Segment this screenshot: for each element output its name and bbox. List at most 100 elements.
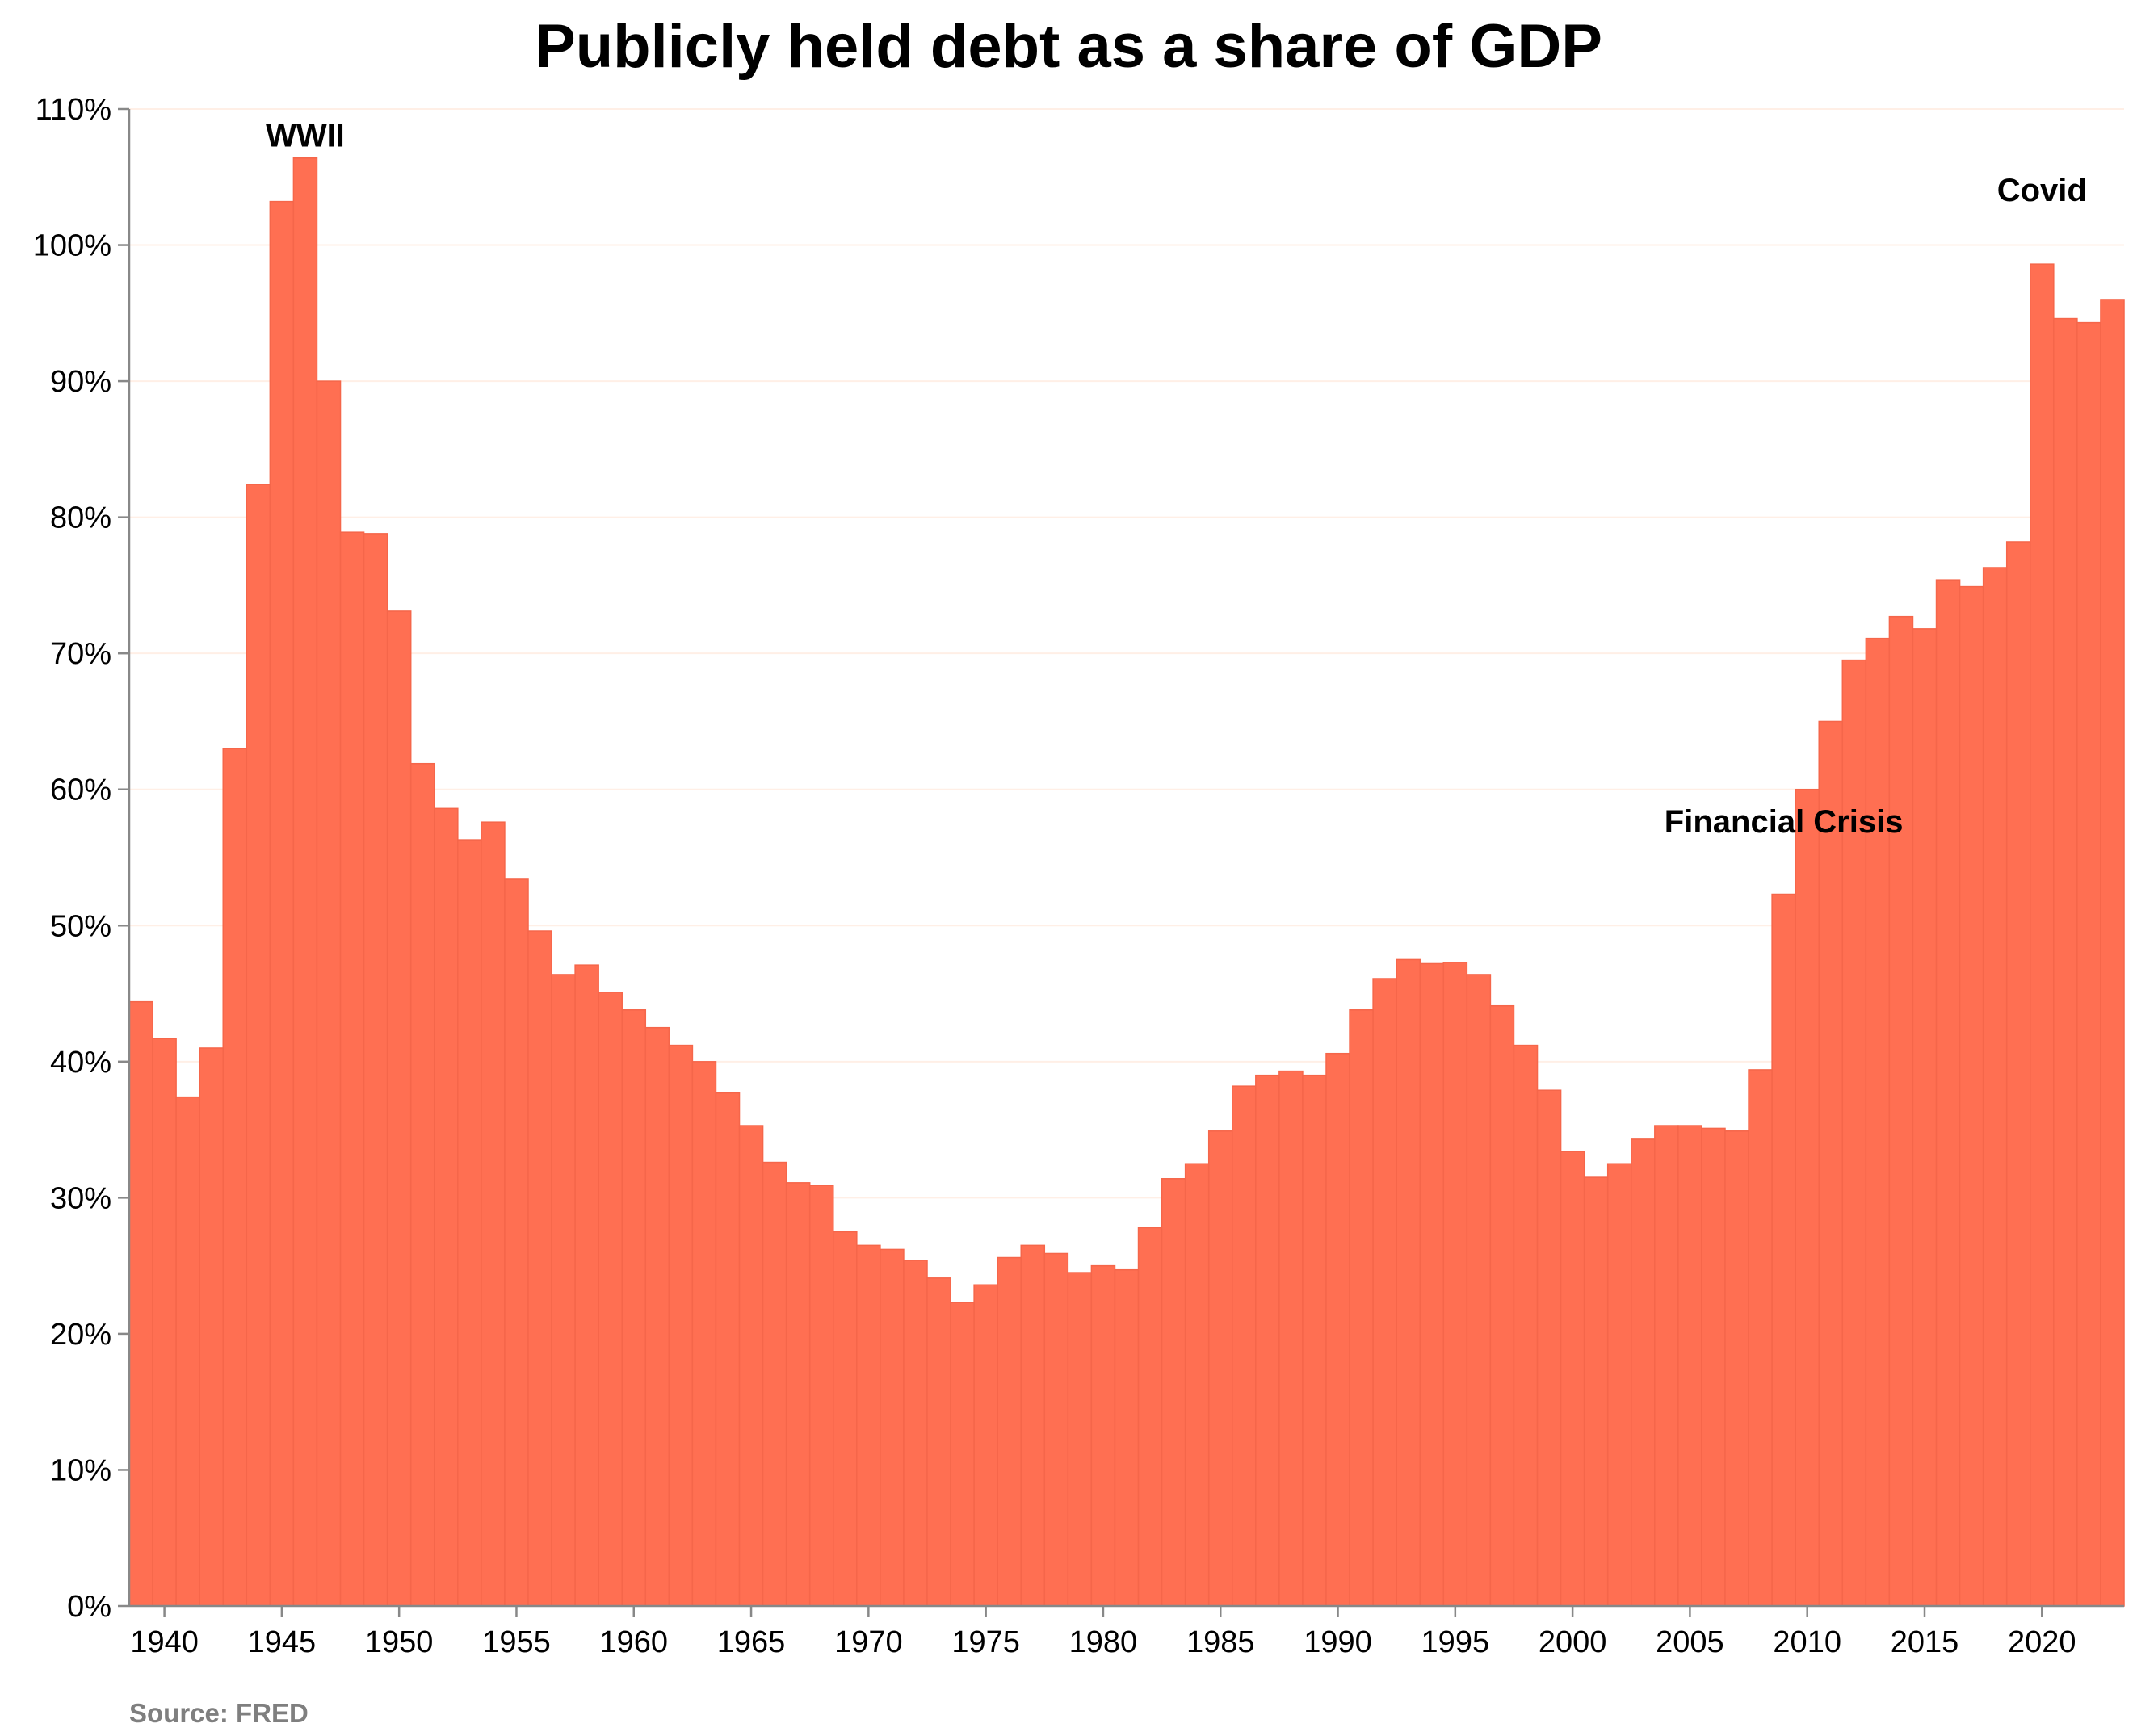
x-tick-label: 1965 <box>717 1625 786 1659</box>
bar-1960 <box>621 1009 647 1607</box>
bar-1997 <box>1489 1004 1515 1607</box>
x-tick-label: 1945 <box>248 1625 317 1659</box>
bar-1956 <box>527 930 552 1607</box>
bar-1957 <box>551 974 576 1607</box>
bar-1947 <box>316 380 342 1607</box>
bar-1993 <box>1396 958 1421 1607</box>
x-tick-label: 1940 <box>130 1625 199 1659</box>
bar-1982 <box>1137 1227 1163 1607</box>
bar-1940 <box>152 1038 177 1607</box>
bar-1961 <box>644 1026 670 1607</box>
bar-1988 <box>1278 1070 1304 1607</box>
bar-1972 <box>903 1260 928 1607</box>
bar-1984 <box>1184 1163 1210 1607</box>
annotation-covid: Covid <box>1997 173 2087 208</box>
bar-2022 <box>2076 321 2101 1607</box>
bar-1944 <box>246 484 271 1607</box>
x-tick-label: 1995 <box>1421 1625 1490 1659</box>
x-tick-label: 2015 <box>1891 1625 1959 1659</box>
y-tick-label: 80% <box>50 501 111 535</box>
x-tick-label: 1970 <box>834 1625 903 1659</box>
bar-2000 <box>1560 1151 1585 1607</box>
bar-2014 <box>1888 615 1914 1607</box>
bar-1970 <box>856 1244 881 1607</box>
bar-1967 <box>785 1182 811 1607</box>
y-tick-label: 60% <box>50 774 111 807</box>
bar-2013 <box>1865 637 1891 1607</box>
x-tick-label: 2020 <box>2008 1625 2076 1659</box>
bar-1954 <box>481 821 506 1607</box>
bar-1983 <box>1161 1178 1186 1607</box>
bar-1994 <box>1419 962 1445 1607</box>
bar-1979 <box>1067 1272 1093 1607</box>
bar-1978 <box>1043 1252 1069 1607</box>
x-tick-label: 2000 <box>1539 1625 1607 1659</box>
bar-2019 <box>2005 541 2031 1607</box>
y-tick-label: 30% <box>50 1181 111 1215</box>
bar-1999 <box>1536 1089 1562 1607</box>
bar-2018 <box>1982 567 2008 1607</box>
bar-2023 <box>2100 299 2125 1607</box>
bar-1975 <box>973 1284 998 1607</box>
bar-1959 <box>598 992 623 1607</box>
bar-2010 <box>1795 788 1820 1607</box>
bar-1942 <box>199 1047 224 1607</box>
bar-1991 <box>1349 1009 1374 1607</box>
bar-2005 <box>1677 1125 1702 1607</box>
bar-1998 <box>1513 1044 1539 1607</box>
bar-1943 <box>222 748 248 1607</box>
bar-1996 <box>1466 974 1492 1607</box>
bar-1964 <box>715 1092 741 1607</box>
bar-1986 <box>1232 1085 1257 1607</box>
bar-2011 <box>1818 720 1844 1607</box>
bar-1946 <box>292 157 318 1607</box>
bar-1948 <box>339 531 365 1607</box>
y-tick-label: 0% <box>67 1590 111 1624</box>
annotation-wwii: WWII <box>266 119 345 154</box>
y-tick-label: 20% <box>50 1318 111 1352</box>
bar-2008 <box>1748 1069 1773 1607</box>
x-tick-label: 1975 <box>951 1625 1020 1659</box>
x-tick-label: 1985 <box>1186 1625 1255 1659</box>
bar-1939 <box>128 1000 153 1607</box>
bar-2009 <box>1771 893 1796 1607</box>
bar-1974 <box>950 1302 975 1607</box>
bars <box>128 157 2125 1607</box>
bar-1965 <box>738 1125 764 1607</box>
bar-2021 <box>2053 317 2078 1607</box>
bar-1952 <box>434 807 459 1607</box>
bar-1990 <box>1325 1052 1350 1607</box>
bar-1977 <box>1020 1244 1046 1607</box>
bar-1951 <box>409 762 435 1607</box>
annotations: WWII Financial Crisis Covid <box>266 119 2087 840</box>
y-tick-label: 100% <box>33 229 111 263</box>
y-tick-label: 70% <box>50 637 111 671</box>
chart-title: Publicly held debt as a share of GDP <box>535 12 1602 81</box>
bar-1958 <box>574 964 599 1607</box>
bar-1995 <box>1442 962 1468 1607</box>
bar-1955 <box>504 878 529 1607</box>
bar-1992 <box>1372 978 1397 1607</box>
bar-2015 <box>1912 628 1938 1607</box>
x-tick-label: 1960 <box>599 1625 668 1659</box>
bar-1980 <box>1090 1264 1116 1607</box>
y-tick-label: 40% <box>50 1046 111 1080</box>
annotation-financial-crisis: Financial Crisis <box>1665 804 1904 840</box>
bar-1968 <box>808 1185 834 1607</box>
bar-1973 <box>926 1277 951 1607</box>
source-note: Source: FRED <box>129 1698 309 1728</box>
bar-1981 <box>1114 1268 1140 1607</box>
axes: 0% 10% 20% 30% 40% 50% 60% 70% 80% 90% 100% 110% 194… <box>33 93 2124 1659</box>
bar-2020 <box>2030 263 2055 1607</box>
y-tick-label: 10% <box>50 1453 111 1487</box>
bar-2003 <box>1631 1138 1656 1607</box>
bar-1963 <box>691 1061 717 1607</box>
bar-1966 <box>762 1161 787 1607</box>
x-tick-label: 2005 <box>1656 1625 1724 1659</box>
bar-1950 <box>386 610 412 1607</box>
bar-2002 <box>1606 1163 1632 1607</box>
x-tick-label: 1950 <box>365 1625 434 1659</box>
bar-1949 <box>363 533 388 1607</box>
y-tick-label: 110% <box>36 93 111 127</box>
